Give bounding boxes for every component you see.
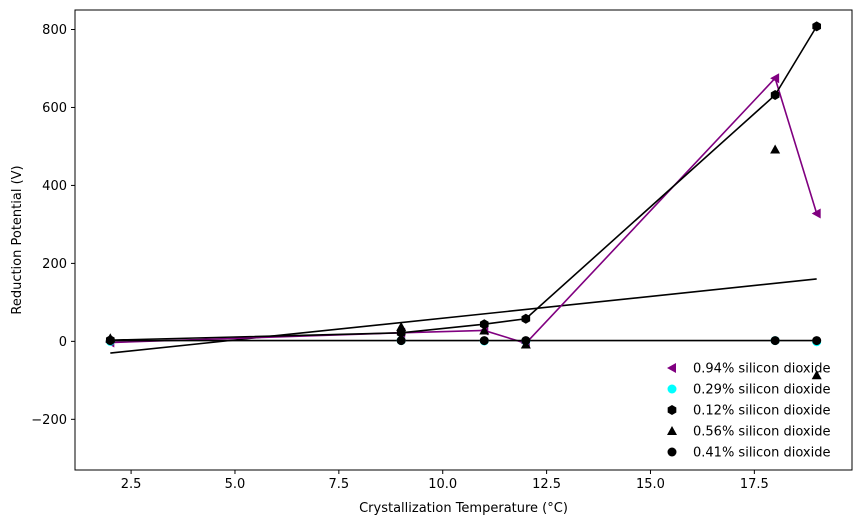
trend-line-1	[110, 278, 817, 354]
y-tick-label: −200	[31, 413, 67, 428]
axes: 2.5 5.0 7.5 10.0 12.5 15.0 17.5 −200 0 200 400 600 8…	[31, 23, 769, 492]
series-4-point-2	[396, 321, 407, 331]
series-5-point-6	[812, 336, 822, 346]
series-1-point-5	[770, 73, 780, 84]
series-5-point-4	[521, 336, 531, 346]
series-line-3	[110, 25, 818, 341]
series-5-point-3	[479, 336, 489, 346]
legend-label-2: 0.29% silicon dioxide	[693, 383, 830, 398]
legend-label-3: 0.12% silicon dioxide	[693, 404, 830, 419]
series-3-point-6	[812, 21, 822, 32]
series-3-point-3	[479, 319, 489, 330]
series-4-point-6	[811, 370, 822, 380]
series-5-point-1	[105, 336, 115, 346]
series-5-point-2	[396, 336, 406, 346]
series-1-point-6	[811, 208, 821, 219]
x-tick-label: 17.5	[740, 477, 769, 492]
legend-label-1: 0.94% silicon dioxide	[693, 362, 830, 377]
legend-marker-2	[667, 384, 677, 394]
series-5-point-5	[770, 336, 780, 346]
x-tick-label: 15.0	[636, 477, 665, 492]
x-tick-label: 10.0	[428, 477, 457, 492]
y-tick-label: 400	[42, 179, 67, 194]
y-tick-label: 800	[42, 23, 67, 38]
x-tick-label: 5.0	[225, 477, 246, 492]
legend-marker-4	[667, 426, 677, 435]
x-tick-label: 2.5	[121, 477, 142, 492]
y-tick-label: 0	[59, 335, 67, 350]
legend: 0.94% silicon dioxide 0.29% silicon dioxi…	[667, 362, 830, 461]
legend-label-4: 0.56% silicon dioxide	[693, 425, 830, 440]
series-4-point-5	[770, 144, 781, 154]
series-3-point-5	[770, 89, 780, 100]
plot-frame	[74, 9, 853, 471]
legend-marker-1	[667, 363, 676, 373]
x-axis-label: Crystallization Temperature (°C)	[359, 501, 568, 516]
y-tick-label: 600	[42, 101, 67, 116]
x-tick-label: 12.5	[532, 477, 561, 492]
series-3-point-4	[521, 313, 531, 324]
legend-marker-3	[667, 405, 677, 415]
x-tick-label: 7.5	[329, 477, 350, 492]
series-line-1	[110, 76, 818, 345]
y-axis-label: Reduction Potential (V)	[10, 165, 25, 314]
y-tick-label: 200	[42, 257, 67, 272]
legend-label-5: 0.41% silicon dioxide	[693, 446, 830, 461]
plot-area	[105, 21, 822, 380]
series-4-point-3	[479, 325, 490, 335]
legend-marker-5	[667, 447, 677, 457]
